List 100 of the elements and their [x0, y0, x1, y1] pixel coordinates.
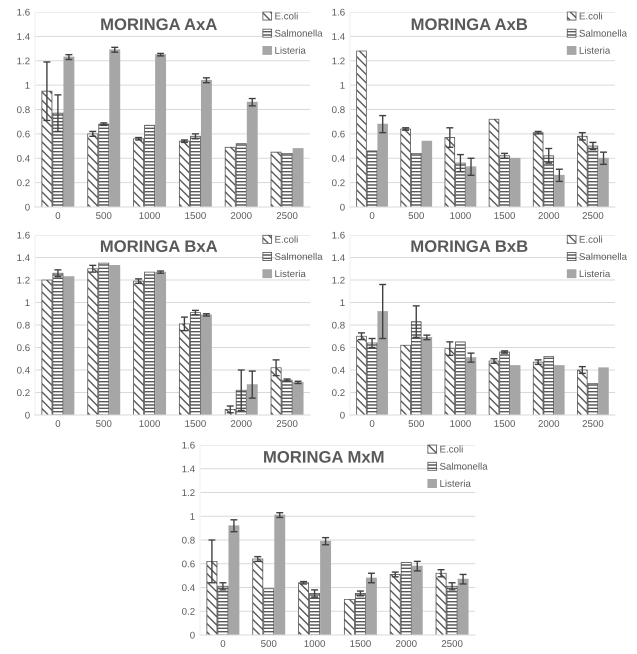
x-tick-label: 1000	[140, 212, 160, 219]
y-tick-label: 0.2	[332, 179, 345, 186]
y-tick-label: 1.6	[332, 8, 345, 16]
x-tick-label: 1500	[494, 212, 516, 219]
y-tick-label: 0.6	[17, 130, 30, 138]
y-tick-label: 0.2	[332, 389, 345, 396]
bar	[63, 276, 74, 415]
legend-label: Salmonella	[274, 252, 323, 260]
x-tick-label: 0	[370, 212, 374, 219]
bar	[274, 514, 286, 635]
x-tick-label: 500	[96, 212, 112, 219]
legend-label: E.coli	[580, 236, 602, 243]
bar	[412, 566, 423, 635]
y-tick-label: 1	[340, 299, 345, 306]
y-tick-label: 0.8	[182, 536, 195, 544]
y-tick-label: 0	[340, 204, 345, 211]
y-tick-label: 0.4	[17, 366, 30, 374]
y-tick-label: 1.2	[182, 489, 195, 496]
bar	[155, 272, 166, 415]
x-tick-label: 2500	[276, 420, 298, 427]
bar	[320, 540, 332, 635]
y-tick-label: 1.6	[17, 232, 30, 239]
x-tick-label: 0	[56, 420, 60, 427]
legend-label: E.coli	[275, 236, 298, 243]
x-tick-label: 1500	[494, 420, 516, 427]
bar	[554, 174, 565, 207]
y-tick-label: 0.4	[17, 154, 30, 162]
legend-label: Salmonella	[440, 462, 488, 470]
x-tick-label: 2000	[230, 420, 252, 427]
x-tick-label: 1000	[304, 640, 326, 647]
y-tick-label: 1.6	[17, 8, 30, 16]
y-tick-label: 1.4	[332, 254, 345, 262]
bar	[228, 525, 240, 635]
y-tick-label: 1.2	[17, 57, 30, 64]
y-tick-label: 0.8	[17, 106, 30, 114]
x-tick-label: 2500	[582, 212, 604, 219]
bar	[422, 140, 432, 207]
legend-label: Salmonella	[274, 30, 323, 37]
x-tick-label: 0	[370, 420, 374, 427]
bar	[510, 158, 520, 207]
y-tick-label: 1	[25, 82, 30, 89]
chart-title: MORINGA BxB	[411, 240, 528, 252]
x-tick-label: 2500	[442, 640, 463, 647]
y-tick-label: 1.4	[17, 254, 30, 262]
y-tick-label: 0	[25, 412, 30, 419]
x-tick-label: 1500	[185, 212, 206, 219]
x-tick-label: 500	[408, 420, 424, 427]
x-tick-label: 1500	[185, 420, 206, 427]
chart-title: MORINGA MxM	[264, 450, 384, 463]
bar	[109, 49, 120, 207]
y-tick-label: 1.6	[182, 442, 195, 449]
x-tick-label: 1500	[350, 640, 371, 647]
y-tick-label: 0	[25, 204, 30, 211]
bar	[377, 311, 388, 415]
bar	[292, 382, 304, 415]
legend-label: Listeria	[275, 46, 306, 54]
x-tick-label: 2000	[538, 420, 560, 427]
y-tick-label: 0.2	[182, 608, 195, 615]
bar	[510, 365, 520, 415]
legend-label: Salmonella	[579, 30, 628, 37]
legend-label: E.coli	[275, 12, 298, 20]
y-tick-label: 0.6	[332, 344, 345, 352]
legend-label: Listeria	[580, 270, 610, 278]
x-tick-label: 1000	[450, 420, 471, 427]
bar	[155, 54, 166, 207]
legend-label: Listeria	[440, 480, 471, 487]
y-tick-label: 0.2	[17, 179, 30, 186]
bar	[554, 365, 565, 415]
x-tick-label: 2500	[276, 212, 298, 219]
y-tick-label: 0	[340, 412, 345, 419]
bar	[246, 102, 258, 207]
chart-title: MORINGA BxA	[100, 240, 218, 252]
y-tick-label: 1	[190, 513, 195, 520]
legend-label: E.coli	[440, 445, 463, 453]
x-tick-label: 2500	[582, 420, 604, 427]
x-tick-label: 1000	[450, 212, 471, 219]
x-tick-label: 1000	[140, 420, 160, 427]
y-tick-label: 0.6	[17, 344, 30, 352]
x-tick-label: 500	[96, 420, 112, 427]
y-tick-label: 0.2	[17, 389, 30, 396]
bar	[63, 56, 74, 207]
x-tick-label: 500	[261, 640, 276, 647]
y-tick-label: 0	[190, 632, 195, 639]
y-tick-label: 1.2	[332, 276, 345, 284]
y-tick-label: 1.4	[17, 33, 30, 40]
legend-label: E.coli	[580, 12, 602, 20]
y-tick-label: 0.4	[182, 584, 195, 592]
y-tick-label: 1	[25, 299, 30, 306]
bar	[246, 384, 258, 415]
y-tick-label: 1.2	[17, 276, 30, 284]
legend-label: Listeria	[275, 270, 306, 278]
y-tick-label: 0.8	[332, 106, 345, 114]
y-tick-label: 1.2	[332, 57, 345, 64]
bar	[292, 148, 304, 207]
chart-title: MORINGA AxB	[412, 18, 528, 30]
x-tick-label: 0	[220, 640, 226, 647]
bar	[109, 264, 120, 415]
y-tick-label: 0.4	[332, 366, 345, 374]
bar	[466, 166, 476, 207]
bar	[366, 578, 377, 635]
